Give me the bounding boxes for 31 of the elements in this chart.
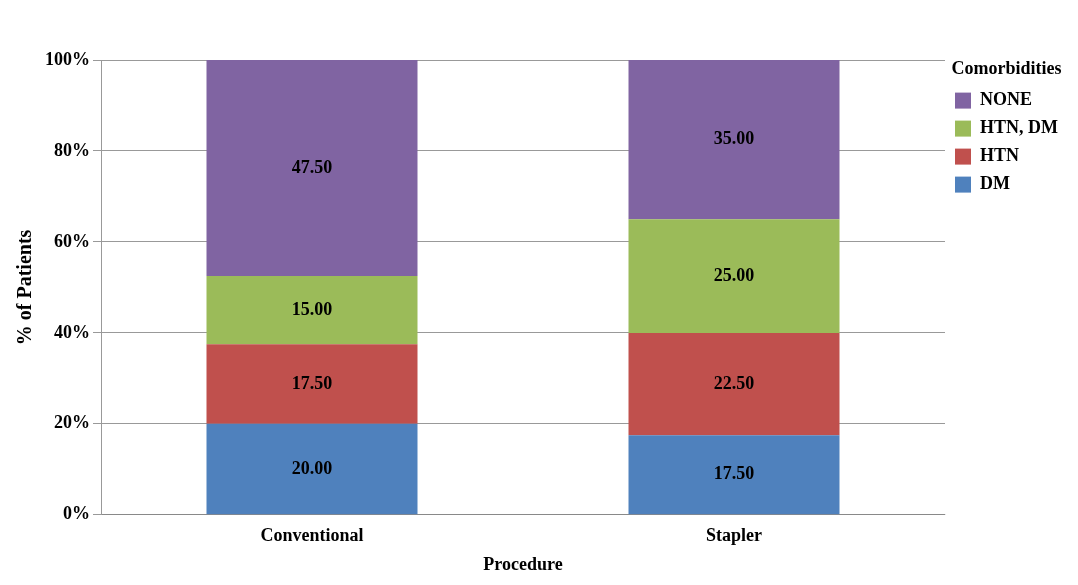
data-label: 47.50 (291, 156, 333, 177)
legend-label: DM (980, 173, 1011, 194)
x-tick-label: Conventional (260, 525, 364, 546)
bar (628, 219, 840, 333)
bar (628, 60, 840, 220)
bar (628, 332, 840, 436)
legend-label: NONE (980, 89, 1033, 110)
data-label: 20.00 (291, 457, 333, 478)
y-tick-label: 60% (54, 230, 90, 251)
x-tick-label: Stapler (706, 525, 763, 546)
x-axis-title: Procedure (483, 553, 563, 574)
y-tick-label: 80% (54, 139, 90, 160)
bar (206, 60, 418, 277)
bar (206, 423, 418, 515)
data-label: 17.50 (713, 463, 755, 484)
y-tick-label: 40% (54, 321, 90, 342)
data-label: 35.00 (713, 128, 755, 149)
data-label: 15.00 (291, 298, 333, 319)
data-label: 22.50 (713, 372, 755, 393)
legend-label: HTN (980, 145, 1020, 166)
y-tick-label: 0% (63, 503, 90, 524)
data-label: 25.00 (713, 264, 755, 285)
bar (628, 435, 840, 515)
legend-title: Comorbidities (951, 57, 1062, 78)
bar (206, 344, 418, 424)
y-axis-title: % of Patients (13, 229, 36, 346)
legend-label: HTN, DM (980, 117, 1059, 138)
bar (206, 276, 418, 345)
y-tick-label: 20% (54, 412, 90, 433)
y-tick-label: 100% (45, 48, 90, 69)
data-label: 17.50 (291, 372, 333, 393)
